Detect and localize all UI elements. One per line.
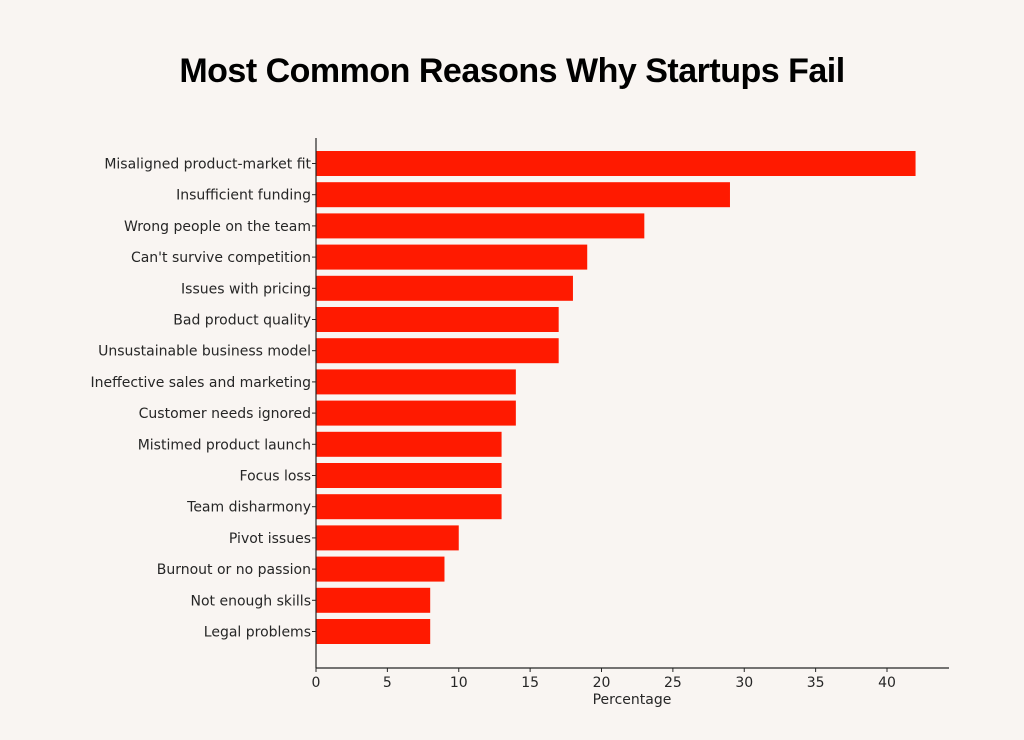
x-tick-label: 30 <box>735 675 753 691</box>
x-tick-label: 0 <box>312 675 321 691</box>
x-tick-label: 10 <box>450 675 468 691</box>
bar <box>316 463 502 488</box>
y-tick-label: Focus loss <box>240 469 311 485</box>
bar <box>316 619 431 644</box>
y-tick-label: Team disharmony <box>186 500 311 516</box>
y-tick-label: Insufficient funding <box>176 188 311 204</box>
y-tick-label: Misaligned product-market fit <box>104 157 311 173</box>
y-tick-label: Issues with pricing <box>181 281 311 297</box>
bar <box>316 338 559 364</box>
y-tick-label: Unsustainable business model <box>98 344 311 360</box>
bar <box>316 275 573 301</box>
bar <box>316 494 502 520</box>
x-tick-label: 40 <box>878 675 896 691</box>
bar <box>316 400 516 426</box>
x-tick-label: 5 <box>383 675 392 691</box>
y-tick-label: Legal problems <box>204 625 311 641</box>
bar <box>316 369 516 395</box>
x-tick-label: 15 <box>521 675 539 691</box>
bar <box>316 151 916 176</box>
y-axis: Misaligned product-market fit Insufficien… <box>90 138 317 668</box>
bar <box>316 244 588 270</box>
bar <box>316 213 645 239</box>
y-tick-label: Burnout or no passion <box>157 562 311 578</box>
x-axis-label: Percentage <box>593 692 672 708</box>
bar <box>316 307 559 332</box>
chart-title: Most Common Reasons Why Startups Fail <box>179 52 845 90</box>
x-tick-label: 35 <box>807 675 825 691</box>
y-tick-label: Customer needs ignored <box>139 406 311 422</box>
x-axis: 0 5 10 15 20 25 30 35 40 <box>312 667 949 691</box>
bar <box>316 556 445 582</box>
y-tick-label: Can't survive competition <box>131 250 311 266</box>
bar <box>316 587 431 613</box>
y-tick-label: Not enough skills <box>191 593 311 609</box>
y-tick-label: Wrong people on the team <box>124 219 311 235</box>
bars-group <box>316 151 916 644</box>
bar <box>316 431 502 457</box>
y-tick-label: Mistimed product launch <box>138 437 311 453</box>
y-tick-label: Pivot issues <box>229 531 311 547</box>
x-tick-label: 20 <box>593 675 611 691</box>
x-tick-label: 25 <box>664 675 682 691</box>
bar <box>316 525 459 551</box>
y-tick-label: Bad product quality <box>173 313 311 329</box>
y-tick-label: Ineffective sales and marketing <box>90 375 311 391</box>
bar <box>316 182 730 208</box>
